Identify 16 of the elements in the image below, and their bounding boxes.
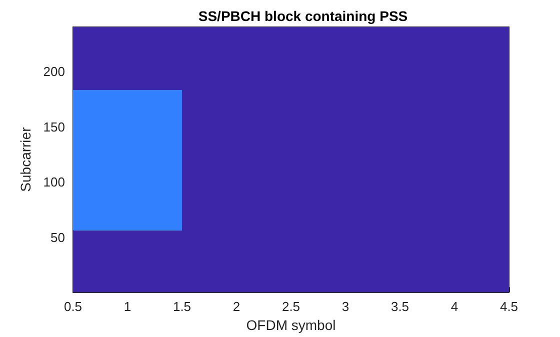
- y-axis-title: Subcarrier: [17, 126, 34, 192]
- x-tick-label: 3: [342, 299, 350, 314]
- x-tick-label: 1.5: [172, 299, 192, 314]
- x-tick-label: 3.5: [390, 299, 410, 314]
- x-tick-label: 2.5: [282, 299, 300, 314]
- y-tick-label: 200: [43, 64, 65, 80]
- x-tick-label: 4.5: [500, 299, 518, 314]
- x-axis-title: OFDM symbol: [246, 317, 336, 333]
- chart-title: SS/PBCH block containing PSS: [198, 8, 408, 24]
- y-tick-label: 50: [50, 230, 65, 245]
- y-tick-label: 100: [43, 174, 65, 190]
- y-tick-label: 150: [43, 119, 65, 134]
- x-tick-label: 0.5: [64, 299, 82, 314]
- x-tick-label: 2: [232, 299, 240, 314]
- x-tick-label: 4: [450, 299, 458, 314]
- x-tick-label: 1: [124, 299, 132, 314]
